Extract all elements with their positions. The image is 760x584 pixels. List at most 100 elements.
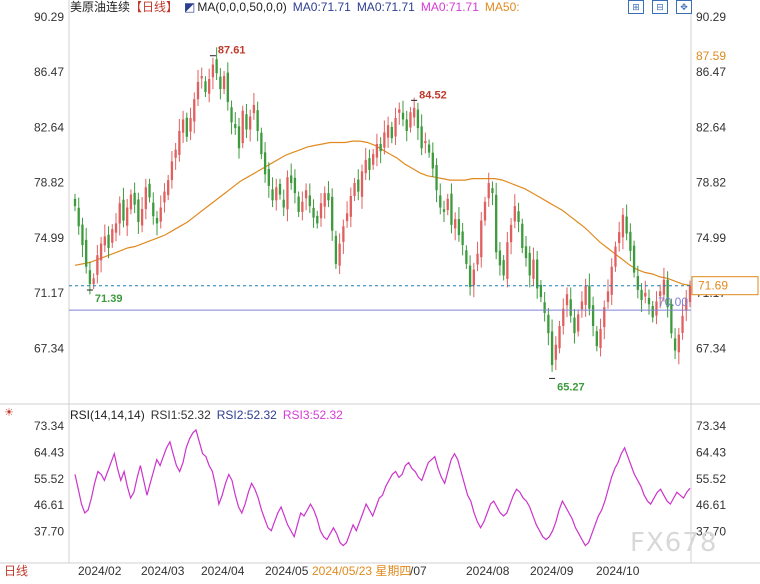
candle-body: [454, 219, 457, 229]
candle-body: [673, 338, 677, 351]
candle-body: [163, 191, 166, 203]
candle-body: [506, 242, 509, 279]
price-y-tick-left: 82.64: [34, 121, 64, 135]
candle-body: [636, 276, 639, 290]
candle-body: [480, 220, 483, 258]
rsi-y-tick-left: 37.70: [34, 525, 64, 539]
x-label-6: 2024/09: [530, 564, 574, 578]
candle-body: [170, 161, 174, 181]
x-label-4: /07: [410, 564, 427, 578]
candle-body: [286, 177, 289, 210]
candle-body: [118, 203, 121, 224]
rsi-y-tick-right: 37.70: [696, 525, 726, 539]
candle-body: [174, 149, 177, 158]
candle-body: [122, 199, 125, 221]
candle-body: [185, 117, 188, 137]
highlight-date-label: 2024/05/23 星期四: [312, 564, 411, 578]
candlestick-layer: [73, 47, 692, 372]
candle-body: [297, 196, 300, 212]
candle-body: [226, 72, 229, 103]
period-tag[interactable]: 【日线】: [130, 0, 179, 14]
x-label-2: 2024/04: [201, 564, 245, 578]
candle-body: [629, 231, 632, 251]
ma-value-3: MA50:: [484, 0, 520, 14]
candle-body: [420, 126, 423, 149]
move-icon[interactable]: ✥: [676, 0, 692, 14]
candle-body: [114, 223, 118, 233]
period-label[interactable]: 日线: [4, 564, 29, 578]
candle-body: [599, 328, 602, 348]
last-price-box: [691, 276, 759, 296]
indicator-icon[interactable]: ◩: [184, 0, 196, 14]
candle-body: [111, 229, 114, 243]
candle-body: [252, 104, 256, 114]
candle-body: [137, 199, 140, 222]
candle-body: [659, 291, 662, 297]
candle-body: [547, 314, 550, 334]
price-y-tick-left: 90.29: [34, 10, 64, 24]
candle-body: [334, 235, 338, 264]
ma50-line: [74, 140, 691, 287]
candle-body: [424, 141, 427, 144]
price-y-tick-left: 71.17: [34, 286, 64, 300]
price-y-tick-right: 82.64: [696, 121, 726, 135]
rsi-y-tick-right: 73.34: [696, 419, 726, 433]
watermark: FX678: [630, 528, 718, 558]
candle-body: [133, 192, 136, 205]
rsi-y-tick-left: 64.43: [34, 445, 64, 459]
candle-body: [99, 243, 103, 261]
rsi-formula: RSI(14,14,14): [70, 408, 145, 422]
candle-body: [491, 188, 494, 194]
candle-body: [670, 303, 673, 334]
candle-body: [107, 234, 110, 248]
candle-body: [237, 126, 241, 149]
candle-body: [386, 125, 390, 138]
candle-body: [394, 117, 397, 137]
price-y-tick-right: 86.47: [696, 65, 726, 79]
candle-body: [457, 219, 461, 235]
candle-body: [495, 194, 498, 253]
candle-body: [189, 117, 192, 132]
candle-body: [472, 269, 475, 286]
candle-body: [487, 182, 490, 199]
rsi-y-tick-left: 73.34: [34, 419, 64, 433]
candle-body: [234, 124, 237, 129]
candle-body: [550, 331, 554, 365]
x-label-3: 2024/05: [265, 564, 309, 578]
candle-body: [517, 211, 520, 222]
candle-body: [685, 298, 688, 311]
candle-body: [603, 307, 606, 328]
candle-body: [677, 334, 680, 353]
candle-body: [409, 112, 412, 128]
candle-body: [543, 302, 546, 313]
zoom-in-icon[interactable]: ⊞: [628, 0, 644, 14]
candle-body: [446, 198, 449, 211]
candle-body: [606, 291, 610, 303]
candle-body: [618, 232, 621, 244]
candle-body: [345, 213, 349, 222]
candle-body: [148, 183, 151, 198]
candle-body: [621, 214, 625, 238]
price-y-tick-right: 74.99: [696, 231, 726, 245]
grid-layer: [0, 0, 760, 564]
chart-header: 美原油连续【日线】 ◩ MA(0,0,0,50,0,0) MA0:71.71 MA0:7…: [70, 0, 532, 16]
rsi3-value: RSI3:52.32: [282, 408, 343, 422]
candle-body: [77, 207, 80, 227]
symbol-title: 美原油连续: [70, 0, 131, 14]
candle-body: [357, 179, 360, 192]
low-65-27-label: 65.27: [557, 381, 585, 393]
candle-body: [196, 81, 200, 100]
candle-body: [536, 259, 539, 289]
candle-body: [502, 260, 505, 276]
rsi-line-layer: [74, 428, 691, 547]
price-y-tick-right: 78.82: [696, 176, 726, 190]
zoom-out-icon[interactable]: ⊟: [652, 0, 668, 14]
candle-body: [498, 250, 502, 266]
candle-body: [681, 315, 684, 333]
candle-body: [323, 193, 326, 207]
candle-body: [465, 250, 468, 264]
candle-body: [193, 99, 196, 122]
candle-body: [215, 59, 218, 74]
candle-body: [569, 299, 572, 316]
settings-icon: ☀: [4, 407, 14, 419]
